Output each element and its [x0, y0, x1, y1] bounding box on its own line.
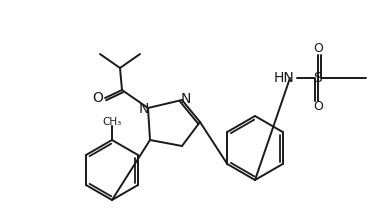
Text: O: O [313, 101, 323, 113]
Text: N: N [139, 102, 149, 116]
Text: O: O [313, 42, 323, 55]
Text: CH₃: CH₃ [102, 117, 122, 127]
Text: HN: HN [274, 71, 295, 85]
Text: O: O [93, 91, 103, 105]
Text: S: S [314, 71, 322, 85]
Text: N: N [181, 92, 191, 106]
